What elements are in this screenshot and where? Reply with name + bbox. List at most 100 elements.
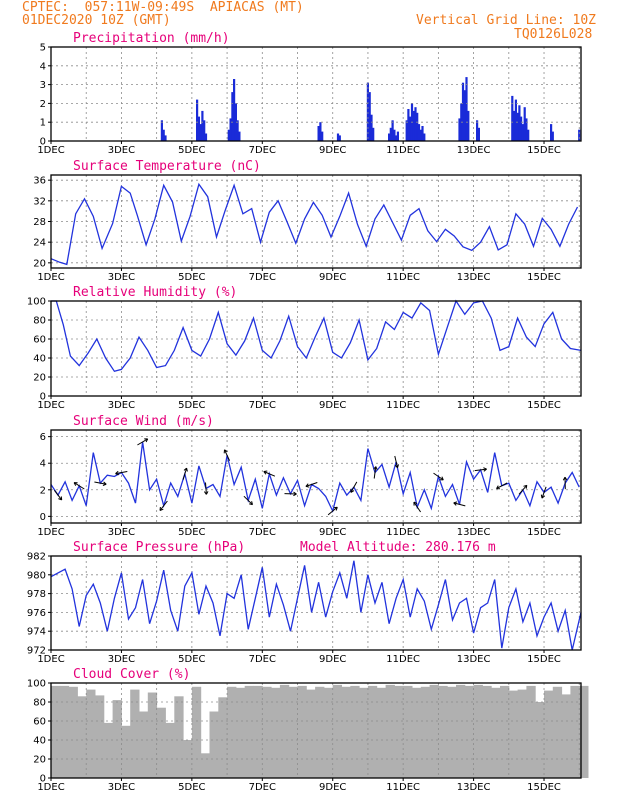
y-tick-label: 36 — [33, 176, 46, 187]
bar-mark — [204, 133, 208, 141]
bar-mark — [552, 686, 563, 778]
panel-frame — [50, 46, 582, 142]
panel-2: 0 20 40 60 80 100 1DEC 3DEC 5DEC 7DEC 9DEC 11DEC 13D… — [27, 285, 582, 411]
x-tick-label: 3DEC — [108, 527, 135, 538]
bar-mark — [147, 692, 158, 778]
bar-mark — [288, 686, 298, 778]
bar-mark — [535, 702, 545, 778]
y-tick-label: 20 — [33, 258, 46, 269]
x-tick-label: 13DEC — [457, 782, 491, 793]
panel-frame — [50, 429, 582, 524]
bar-mark — [421, 126, 424, 141]
panel-3: 0 2 4 6 1DEC 3DEC 5DEC 7DEC 9DEC 11DEC 13DEC 15DEC S… — [37, 414, 582, 538]
bar-mark — [338, 135, 341, 141]
bar-mark — [461, 82, 465, 141]
bar-mark — [370, 114, 373, 141]
bar-mark — [341, 686, 351, 778]
bar-mark — [473, 684, 483, 778]
x-tick-label: 11DEC — [386, 527, 420, 538]
grid-note: Vertical Grid Line: 10Z — [416, 13, 597, 28]
bar-mark — [174, 696, 184, 778]
x-tick-label: 5DEC — [178, 400, 205, 411]
bar-mark — [514, 99, 517, 141]
series-line — [50, 182, 579, 266]
y-tick-label: 2 — [40, 99, 46, 110]
bar-mark — [227, 686, 237, 778]
x-tick-label: 7DEC — [249, 400, 276, 411]
y-tick-label: 0 — [40, 512, 46, 523]
bar-mark — [203, 120, 206, 141]
bar-mark — [279, 684, 290, 778]
bar-mark — [416, 112, 419, 141]
x-tick-label: 7DEC — [249, 272, 276, 283]
x-tick-label: 13DEC — [457, 272, 491, 283]
wind-arrow-head — [333, 506, 338, 511]
y-tick-label: 80 — [33, 316, 46, 327]
bar-mark — [396, 131, 399, 141]
bar-mark — [164, 135, 167, 141]
x-tick-label: 1DEC — [37, 782, 64, 793]
wind-arrow-head — [223, 449, 228, 454]
bar-mark — [376, 687, 386, 779]
y-tick-label: 974 — [27, 627, 46, 638]
wind-arrow-head — [102, 481, 107, 486]
bar-mark — [112, 700, 122, 778]
panel-5: 0 20 40 60 80 100 1DEC 3DEC 5DEC 7DEC 9DEC 11DEC 13D… — [27, 667, 589, 793]
bar-mark — [366, 82, 369, 141]
bar-mark — [306, 689, 316, 778]
bar-mark — [578, 129, 581, 141]
bar-mark — [405, 120, 408, 141]
wind-arrow-head — [58, 496, 63, 501]
wind-arrow — [496, 482, 508, 490]
bar-mark — [59, 685, 70, 778]
bar-mark — [414, 107, 417, 141]
y-tick-label: 100 — [27, 297, 46, 308]
wind-arrow — [413, 501, 422, 513]
wind-arrow — [350, 481, 358, 493]
bar-mark — [476, 120, 479, 141]
wind-arrow-head — [373, 466, 378, 471]
wind-arrow — [474, 468, 487, 472]
x-tick-label: 1DEC — [37, 654, 64, 665]
bar-mark — [463, 90, 466, 141]
bar-mark — [367, 685, 378, 778]
bar-mark — [233, 79, 236, 141]
wind-arrow-head — [350, 488, 355, 493]
wind-arrow-head — [496, 485, 501, 490]
panel-title: Surface Pressure (hPa) — [73, 540, 245, 555]
wind-arrow — [159, 500, 168, 511]
bar-mark — [521, 124, 524, 141]
y-tick-label: 2 — [40, 485, 46, 496]
panel-frame — [50, 682, 582, 779]
bar-mark — [68, 686, 78, 778]
x-tick-label: 9DEC — [319, 527, 346, 538]
x-tick-label: 5DEC — [178, 654, 205, 665]
y-tick-label: 4 — [40, 61, 46, 72]
y-tick-label: 5 — [40, 43, 46, 54]
bar-mark — [391, 120, 394, 141]
bar-mark — [394, 685, 404, 778]
x-tick-label: 15DEC — [527, 272, 561, 283]
bar-mark — [511, 95, 514, 141]
bar-mark — [95, 695, 105, 778]
bar-mark — [464, 685, 475, 778]
y-tick-label: 4 — [40, 459, 46, 470]
x-tick-label: 5DEC — [178, 782, 205, 793]
x-tick-label: 11DEC — [386, 272, 420, 283]
bar-mark — [86, 689, 96, 778]
bar-mark — [235, 687, 246, 779]
wind-arrow-head — [562, 476, 568, 481]
wind-arrow — [137, 438, 148, 446]
bar-mark — [227, 129, 230, 141]
bar-mark — [156, 707, 166, 778]
y-tick-label: 24 — [33, 238, 46, 249]
bar-mark — [419, 129, 422, 141]
bar-mark — [191, 686, 202, 778]
bar-mark — [368, 92, 371, 141]
wind-arrow — [263, 471, 276, 477]
series-line — [50, 441, 580, 513]
bar-mark — [350, 685, 360, 778]
wind-arrow — [205, 482, 207, 495]
x-tick-label: 9DEC — [319, 782, 346, 793]
panel-0: 0 1 2 3 4 5 1DEC 3DEC 5DEC 7DEC 9DEC 11DEC 13DEC 15DE… — [37, 31, 582, 156]
